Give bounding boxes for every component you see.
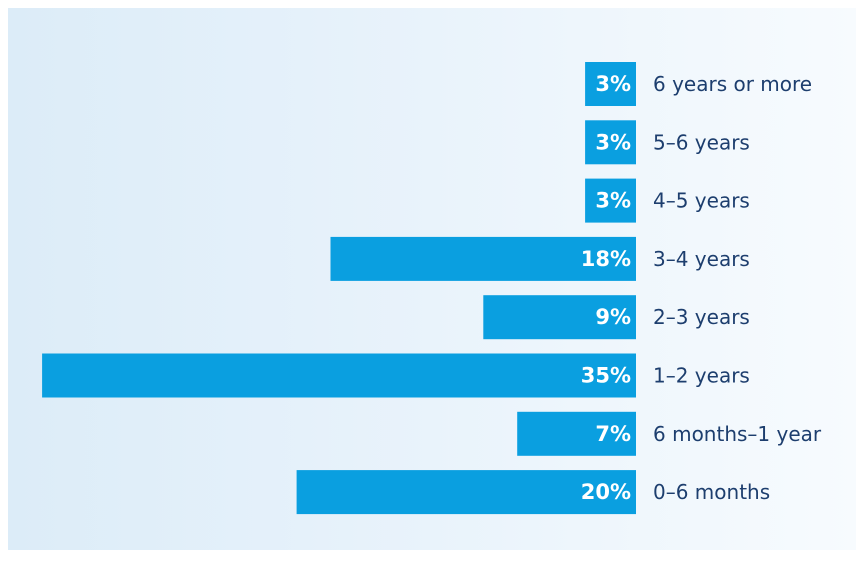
value-label-3: 18% <box>581 247 631 271</box>
bar-2 <box>585 178 636 223</box>
value-label-4: 9% <box>595 305 631 329</box>
category-label-6: 6 months–1 year <box>653 422 822 446</box>
bar-3 <box>330 236 636 281</box>
category-label-5: 1–2 years <box>653 364 750 388</box>
bar-6 <box>517 411 636 456</box>
value-label-5: 35% <box>581 364 631 388</box>
category-label-7: 0–6 months <box>653 480 770 504</box>
category-label-4: 2–3 years <box>653 305 750 329</box>
value-label-2: 3% <box>595 189 631 213</box>
value-label-6: 7% <box>595 422 631 446</box>
category-label-1: 5–6 years <box>653 130 750 154</box>
value-label-7: 20% <box>581 480 631 504</box>
value-label-0: 3% <box>595 72 631 96</box>
category-label-2: 4–5 years <box>653 189 750 213</box>
bar-5 <box>42 353 637 398</box>
value-label-1: 3% <box>595 130 631 154</box>
bar-4 <box>483 295 636 340</box>
bar-0 <box>585 62 636 106</box>
category-label-0: 6 years or more <box>653 72 812 96</box>
category-label-3: 3–4 years <box>653 247 750 271</box>
bar-1 <box>585 120 636 165</box>
bar-7 <box>296 470 636 515</box>
